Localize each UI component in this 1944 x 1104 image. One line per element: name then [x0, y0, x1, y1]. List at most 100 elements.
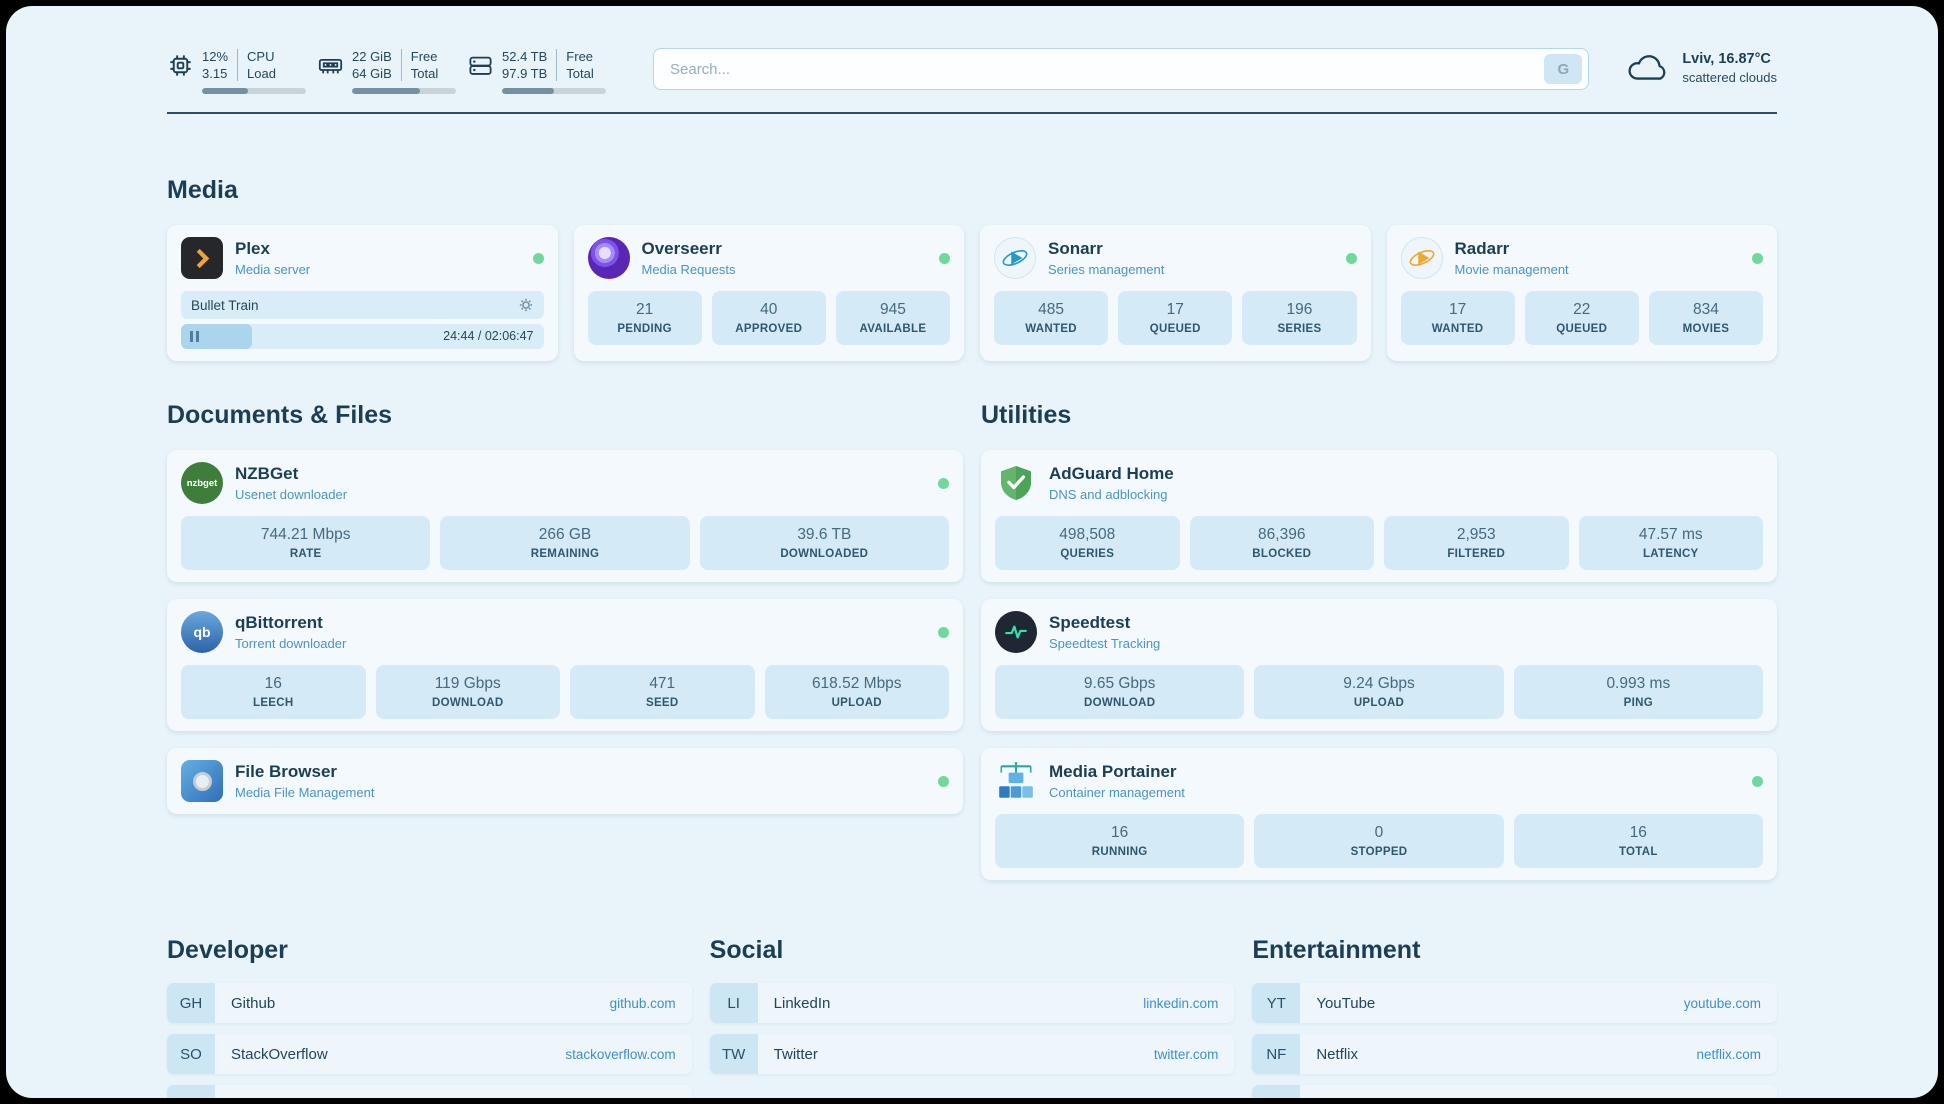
app-name: Overseerr — [641, 239, 722, 258]
stat-queries: 498,508 QUERIES — [995, 516, 1180, 570]
stat-queued: 17 QUEUED — [1118, 291, 1233, 345]
bookmark-netflix[interactable]: NF Netflix netflix.com — [1252, 1034, 1777, 1074]
now-playing-title: Bullet Train — [191, 297, 259, 313]
status-dot — [939, 252, 950, 264]
cpu-progress-bar — [202, 88, 306, 94]
disk-label-top: Free — [566, 49, 594, 64]
bookmark-name: Netflix — [1316, 1045, 1359, 1063]
bookmark-url: netflix.com — [1696, 1046, 1761, 1062]
stat-seed: 471 SEED — [570, 665, 755, 719]
pause-icon — [190, 331, 193, 342]
app-subtitle: Usenet downloader — [235, 487, 348, 502]
section-title-utilities: Utilities — [981, 401, 1072, 429]
status-dot — [938, 775, 949, 787]
app-subtitle: Torrent downloader — [235, 636, 347, 651]
stat-blocked: 86,396 BLOCKED — [1189, 516, 1374, 570]
stat-download: 9.65 Gbps DOWNLOAD — [995, 665, 1245, 719]
memory-label-bottom: Total — [410, 66, 439, 81]
bookmark-url: github.com — [609, 995, 676, 1011]
divider — [237, 49, 239, 81]
bookmark-twitter[interactable]: TW Twitter twitter.com — [709, 1034, 1235, 1074]
stat-download: 119 Gbps DOWNLOAD — [375, 665, 560, 719]
adguard-icon — [995, 462, 1037, 504]
status-dot — [1752, 775, 1763, 787]
memory-label-top: Free — [410, 49, 438, 64]
portainer-card[interactable]: Media Portainer Container management 16 … — [981, 748, 1777, 880]
disk-label-bottom: Total — [566, 66, 594, 81]
stat-running: 16 RUNNING — [995, 814, 1245, 868]
radarr-card[interactable]: Radarr Movie management 17 WANTED 22 QUE… — [1386, 225, 1777, 361]
stat-wanted: 485 WANTED — [994, 291, 1109, 345]
stat-rate: 744.21 Mbps RATE — [181, 516, 431, 570]
app-subtitle: Series management — [1048, 262, 1165, 277]
playback-time: 24:44 / 02:06:47 — [443, 329, 534, 343]
app-subtitle: Media server — [235, 262, 311, 277]
now-playing-widget: Bullet Train 24:44 / 02:06:47 — [181, 291, 544, 349]
weather-widget: Lviv, 16.87°C scattered clouds — [1625, 51, 1777, 85]
bookmark-youtube[interactable]: YT YouTube youtube.com — [1252, 983, 1777, 1023]
adguard-card[interactable]: AdGuard Home DNS and adblocking 498,508 … — [981, 450, 1777, 582]
stat-series: 196 SERIES — [1242, 291, 1357, 345]
speedtest-card[interactable]: Speedtest Speedtest Tracking 9.65 Gbps D… — [981, 599, 1777, 731]
cpu-label-bottom: Load — [247, 66, 276, 81]
status-dot — [938, 626, 949, 638]
weather-location: Lviv, 16.87°C — [1682, 51, 1771, 67]
overseerr-card[interactable]: Overseerr Media Requests 21 PENDING 40 A… — [573, 225, 964, 361]
bookmark-github[interactable]: GH Github github.com — [167, 983, 692, 1023]
weather-condition: scattered clouds — [1682, 70, 1777, 85]
status-dot — [1345, 252, 1357, 264]
bookmark-name: DEV — [231, 1097, 262, 1099]
stat-movies: 834 MOVIES — [1648, 291, 1764, 345]
stat-wanted: 17 WANTED — [1400, 291, 1515, 345]
bookmark-abbr: TW — [709, 1034, 758, 1074]
plex-card[interactable]: Plex Media server Bullet Train — [167, 225, 558, 361]
divider — [556, 49, 558, 81]
cpu-load-value: 3.15 — [202, 66, 228, 81]
qbittorrent-icon: qb — [181, 611, 223, 653]
playback-progress-bar[interactable]: 24:44 / 02:06:47 — [181, 324, 544, 349]
stat-queued: 22 QUEUED — [1524, 291, 1639, 345]
disk-progress-bar — [502, 88, 606, 94]
app-name: Radarr — [1454, 239, 1510, 258]
bookmark-name: Github — [231, 994, 276, 1012]
status-dot — [1752, 252, 1763, 264]
bookmark-dev[interactable]: DT DEV dev.to — [167, 1085, 692, 1098]
search-provider-button[interactable]: G — [1544, 54, 1583, 84]
bookmark-abbr: GH — [167, 983, 215, 1023]
stat-pending: 21 PENDING — [587, 291, 702, 345]
search-input[interactable] — [670, 60, 1545, 78]
dashboard: 12% 3.15 CPU Load — [6, 6, 1938, 1098]
filebrowser-icon — [181, 760, 223, 802]
bookmark-linkedin[interactable]: LI LinkedIn linkedin.com — [709, 983, 1235, 1023]
stat-upload: 9.24 Gbps UPLOAD — [1254, 665, 1504, 719]
sonarr-card[interactable]: Sonarr Series management 485 WANTED 17 Q… — [980, 225, 1371, 361]
filebrowser-card[interactable]: File Browser Media File Management — [167, 748, 963, 814]
bookmark-url: reddit.com — [1698, 1098, 1761, 1099]
portainer-icon — [995, 760, 1037, 802]
disk-free-value: 52.4 TB — [502, 49, 548, 64]
gear-icon[interactable] — [518, 297, 534, 313]
app-name: Media Portainer — [1049, 762, 1177, 781]
memory-icon — [318, 58, 343, 73]
stat-approved: 40 APPROVED — [711, 291, 826, 345]
memory-total-value: 64 GiB — [352, 66, 392, 81]
app-subtitle: Media Requests — [641, 262, 736, 277]
bookmark-stackoverflow[interactable]: SO StackOverflow stackoverflow.com — [167, 1034, 692, 1074]
cpu-label-top: CPU — [247, 49, 275, 64]
nzbget-card[interactable]: nzbget NZBGet Usenet downloader 744.21 M… — [167, 450, 963, 582]
app-name: Speedtest — [1049, 613, 1131, 632]
search-bar[interactable]: G — [653, 48, 1590, 90]
section-title-developer: Developer — [167, 936, 288, 964]
bookmark-abbr: DT — [167, 1085, 215, 1098]
bookmark-name: Twitter — [773, 1045, 818, 1063]
status-dot — [532, 252, 544, 264]
bookmark-abbr: YT — [1252, 983, 1301, 1023]
qbittorrent-card[interactable]: qb qBittorrent Torrent downloader 16 — [167, 599, 963, 731]
overseerr-icon — [587, 237, 630, 279]
stat-latency: 47.57 ms LATENCY — [1578, 516, 1763, 570]
bookmark-reddit[interactable]: RE Reddit reddit.com — [1252, 1085, 1777, 1098]
bookmark-url: stackoverflow.com — [565, 1046, 676, 1062]
memory-monitor: 22 GiB 64 GiB Free Total — [317, 48, 463, 94]
app-name: NZBGet — [235, 464, 299, 483]
bookmark-name: LinkedIn — [773, 994, 831, 1012]
